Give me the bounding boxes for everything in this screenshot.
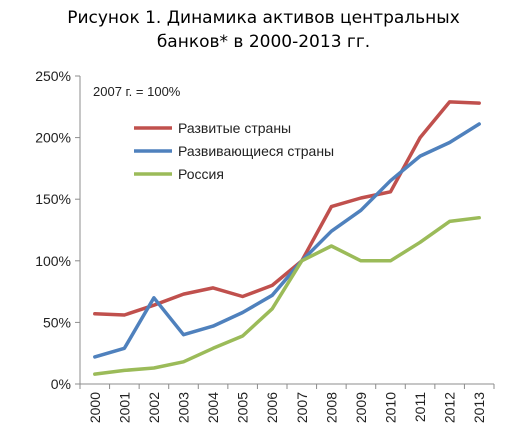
series-line-2 xyxy=(93,122,481,359)
x-tick-label: 2006 xyxy=(264,392,280,423)
chart-legend: Развитые страны Развивающиеся страны Росси… xyxy=(134,120,334,182)
legend-label: Развивающиеся страны xyxy=(178,143,334,159)
x-tick-label: 2000 xyxy=(87,392,103,423)
y-axis-ticks: 0% 50% 100% 150% 200% 250% xyxy=(35,68,80,392)
y-tick-label: 200% xyxy=(35,130,71,146)
series-line-3 xyxy=(93,215,481,376)
legend-label: Россия xyxy=(178,166,224,182)
x-tick-label: 2009 xyxy=(353,392,369,423)
chart-note: 2007 г. = 100% xyxy=(93,84,181,99)
chart-title-line-2: банков* в 2000-2013 гг. xyxy=(156,32,371,52)
x-tick-label: 2004 xyxy=(205,392,221,423)
x-axis-ticks: 2000 2001 2002 2003 2004 2005 2006 2007 2008 2009… xyxy=(79,384,495,423)
y-tick-label: 100% xyxy=(35,253,71,269)
x-tick-label: 2010 xyxy=(383,392,399,423)
series-lines xyxy=(93,100,481,376)
x-tick-label: 2011 xyxy=(412,392,428,422)
x-tick-label: 2001 xyxy=(116,392,132,423)
x-tick-label: 2005 xyxy=(235,392,251,423)
chart-title-line-1: Рисунок 1. Динамика активов центральных xyxy=(67,8,460,28)
x-tick-label: 2002 xyxy=(146,392,162,423)
x-tick-label: 2007 xyxy=(294,392,310,423)
y-tick-label: 50% xyxy=(43,314,71,330)
x-tick-label: 2008 xyxy=(323,392,339,423)
x-tick-label: 2003 xyxy=(176,392,192,423)
legend-label: Развитые страны xyxy=(178,120,291,136)
y-tick-label: 0% xyxy=(51,376,71,392)
x-tick-label: 2012 xyxy=(442,392,458,423)
chart-title: Рисунок 1. Динамика активов центральных … xyxy=(0,6,527,54)
y-tick-label: 250% xyxy=(35,68,71,84)
x-tick-label: 2013 xyxy=(471,392,487,423)
y-tick-label: 150% xyxy=(35,191,71,207)
